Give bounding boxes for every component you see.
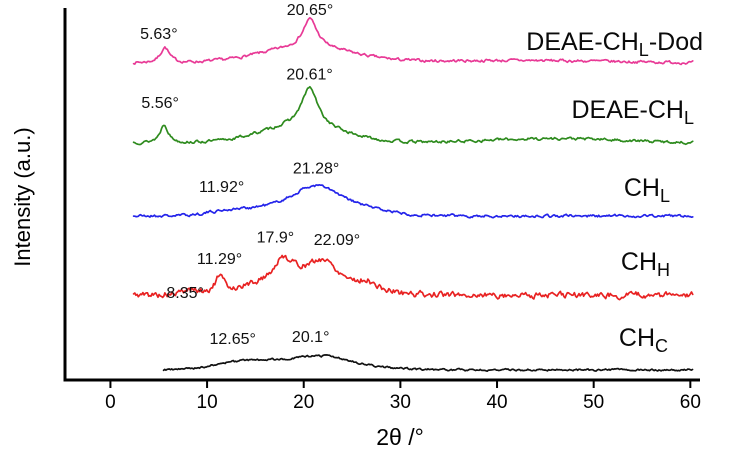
peak-annotation: 12.65° — [209, 331, 255, 348]
peak-annotation: 17.9° — [257, 229, 295, 246]
y-axis-title: Intensity (a.u.) — [10, 127, 35, 267]
peak-annotation: 20.61° — [286, 67, 332, 84]
series-curve-CHH — [132, 254, 694, 301]
x-axis-title: 2θ /° — [376, 424, 424, 450]
series-label-DEAE-CHL: DEAE-CHL — [571, 96, 694, 128]
peak-annotation: 11.29° — [197, 251, 242, 268]
series-curve-DEAE-CHL-Dod — [132, 16, 694, 66]
peak-annotation: 5.63° — [140, 26, 178, 43]
series-curve-CHC — [162, 354, 694, 373]
x-tick-label: 40 — [486, 392, 507, 413]
x-tick-label: 0 — [105, 392, 116, 413]
series-label-DEAE-CHL-Dod: DEAE-CHL-Dod — [526, 28, 703, 60]
x-tick-label: 50 — [583, 392, 604, 413]
peak-annotation: 8.35° — [166, 285, 204, 302]
x-tick-label: 30 — [390, 392, 411, 413]
series-label-CHH: CHH — [621, 248, 670, 280]
peak-annotation: 20.65° — [287, 2, 333, 19]
series-curve-DEAE-CHL — [132, 85, 694, 146]
series-curve-CHL — [132, 183, 694, 219]
peak-annotation: 20.1° — [292, 329, 330, 346]
peak-annotation: 5.56° — [141, 95, 179, 112]
peak-annotation: 22.09° — [314, 232, 360, 249]
series-label-CHC: CHC — [619, 324, 668, 356]
peak-annotation: 11.92° — [199, 179, 244, 196]
x-tick-label: 60 — [680, 392, 701, 413]
x-tick-label: 10 — [197, 392, 218, 413]
peak-annotation: 21.28° — [293, 160, 339, 177]
series-label-CHL: CHL — [624, 174, 670, 206]
x-tick-label: 20 — [293, 392, 314, 413]
